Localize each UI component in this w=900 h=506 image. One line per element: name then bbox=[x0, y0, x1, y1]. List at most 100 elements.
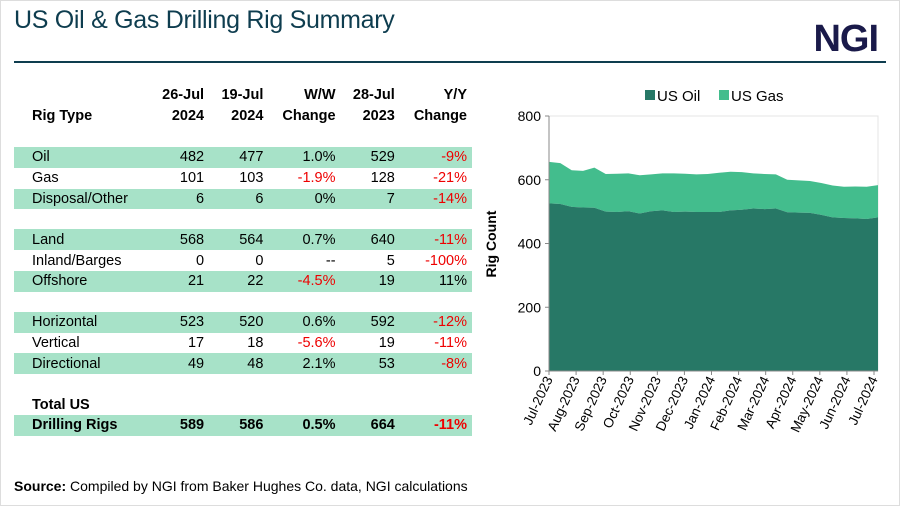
table-cell: Oil bbox=[14, 147, 150, 168]
column-header: Y/Y bbox=[443, 87, 467, 103]
table-cell: 101 bbox=[179, 170, 205, 187]
source-note: Source: Compiled by NGI from Baker Hughe… bbox=[14, 478, 468, 494]
table-cell: -14% bbox=[399, 188, 472, 210]
table-cell: 2.1% bbox=[268, 353, 341, 375]
table-row: Oil 482 477 1.0% 529 -9% bbox=[14, 147, 472, 168]
table-cell: 0.5% bbox=[268, 414, 341, 436]
table-cell: 523 bbox=[149, 311, 210, 333]
table-cell: 21 bbox=[149, 270, 210, 292]
table-row: Disposal/Other 6 6 0% 7 -14% bbox=[14, 188, 472, 210]
column-header: 28-Jul bbox=[352, 87, 395, 103]
table-cell: Vertical bbox=[32, 334, 80, 351]
table-cell: -8% bbox=[399, 353, 472, 375]
table-cell: 11% bbox=[399, 270, 472, 292]
table-cell: Disposal/Other bbox=[14, 188, 150, 210]
column-header: 2024 bbox=[231, 108, 264, 124]
column-header: 19-Jul bbox=[221, 87, 264, 103]
table-cell: 103 bbox=[239, 170, 264, 187]
table-cell: 586 bbox=[209, 414, 269, 436]
table-cell: 5 bbox=[386, 252, 395, 269]
table-cell: -11% bbox=[399, 229, 472, 251]
table-cell: 564 bbox=[209, 229, 269, 251]
table-cell: 17 bbox=[187, 334, 205, 351]
table-cell: -21% bbox=[433, 170, 467, 187]
column-header: Change bbox=[413, 108, 467, 124]
table-cell: -100% bbox=[425, 252, 467, 269]
table-cell: 18 bbox=[247, 334, 264, 351]
table-cell: 0 bbox=[255, 252, 264, 269]
table-cell: -11% bbox=[399, 414, 472, 436]
legend-swatch bbox=[719, 90, 729, 100]
table-row: Vertical 17 18 -5.6% 19 -11% bbox=[14, 333, 472, 354]
table-cell: 49 bbox=[149, 353, 210, 375]
table-cell: 0.7% bbox=[268, 229, 341, 251]
column-header: Rig Type bbox=[32, 108, 93, 124]
table-cell: Land bbox=[14, 229, 150, 251]
table-cell: 6 bbox=[149, 188, 210, 210]
column-header: W/W bbox=[304, 87, 336, 103]
table-cell: 48 bbox=[209, 353, 269, 375]
table-cell: 19 bbox=[340, 270, 400, 292]
column-header: Change bbox=[282, 108, 336, 124]
table-row: Horizontal 523 520 0.6% 592 -12% bbox=[14, 311, 472, 333]
table-cell: Inland/Barges bbox=[32, 252, 122, 269]
y-tick-label: 0 bbox=[533, 363, 541, 379]
table-cell: 22 bbox=[209, 270, 269, 292]
table-cell: -5.6% bbox=[297, 334, 336, 351]
table-cell: Horizontal bbox=[14, 311, 150, 333]
y-tick-label: 600 bbox=[518, 172, 542, 188]
table-cell: Gas bbox=[32, 170, 59, 187]
header-row: Rig Type 2024 2024 Change 2023 Change bbox=[14, 106, 472, 127]
column-header: 2024 bbox=[171, 108, 205, 124]
legend-swatch bbox=[645, 90, 655, 100]
rig-summary-table: 26-Jul 19-Jul W/W 28-Jul Y/Y Rig Type 2024 2024… bbox=[14, 85, 472, 436]
table-cell: 19 bbox=[378, 334, 395, 351]
table-cell: 589 bbox=[149, 414, 210, 436]
ngi-logo: NGI bbox=[813, 18, 879, 60]
table-row: Gas 101 103 -1.9% 128 -21% bbox=[14, 168, 472, 189]
table-cell: 664 bbox=[340, 414, 400, 436]
y-axis-label: Rig Count bbox=[483, 210, 499, 277]
table-row: Total US bbox=[14, 394, 472, 415]
table-cell: 568 bbox=[149, 229, 210, 251]
y-tick-label: 200 bbox=[518, 299, 542, 315]
y-tick-label: 800 bbox=[518, 108, 542, 124]
table-cell: 482 bbox=[149, 147, 210, 168]
table-row: Directional 49 48 2.1% 53 -8% bbox=[14, 353, 472, 375]
table-cell: -11% bbox=[434, 334, 467, 351]
table-cell: Drilling Rigs bbox=[14, 414, 150, 436]
table-cell: -4.5% bbox=[268, 270, 341, 292]
table-cell: Total US bbox=[32, 396, 90, 413]
divider bbox=[14, 61, 886, 63]
table-cell: Offshore bbox=[14, 270, 150, 292]
table-cell: 529 bbox=[340, 147, 400, 168]
table-cell: Directional bbox=[14, 353, 150, 375]
table-cell: 477 bbox=[209, 147, 269, 168]
table-cell: 128 bbox=[370, 170, 395, 187]
us-oil-area bbox=[549, 203, 878, 371]
column-header: 26-Jul bbox=[162, 87, 205, 103]
table-row: Inland/Barges 0 0 -- 5 -100% bbox=[14, 250, 472, 271]
us-gas-area bbox=[549, 161, 878, 219]
table-cell: 640 bbox=[340, 229, 400, 251]
table-cell: 0.6% bbox=[268, 311, 341, 333]
table-row: Offshore 21 22 -4.5% 19 11% bbox=[14, 270, 472, 292]
table-cell: 0% bbox=[268, 188, 341, 210]
page-title: US Oil & Gas Drilling Rig Summary bbox=[14, 6, 395, 34]
table-cell: 7 bbox=[340, 188, 400, 210]
legend-label: US Oil bbox=[657, 88, 700, 105]
table-cell: -- bbox=[325, 252, 336, 269]
y-tick-label: 400 bbox=[518, 236, 542, 252]
table-cell: -12% bbox=[399, 311, 472, 333]
table-row: Land 568 564 0.7% 640 -11% bbox=[14, 229, 472, 251]
table-cell: 53 bbox=[340, 353, 400, 375]
table-cell: 520 bbox=[209, 311, 269, 333]
table-cell: 0 bbox=[196, 252, 205, 269]
table-cell: 1.0% bbox=[268, 147, 341, 168]
legend-label: US Gas bbox=[731, 88, 784, 105]
table-row: Drilling Rigs 589 586 0.5% 664 -11% bbox=[14, 414, 472, 436]
header-row: 26-Jul 19-Jul W/W 28-Jul Y/Y bbox=[14, 85, 472, 106]
table-cell: 592 bbox=[340, 311, 400, 333]
table-cell: 6 bbox=[209, 188, 269, 210]
